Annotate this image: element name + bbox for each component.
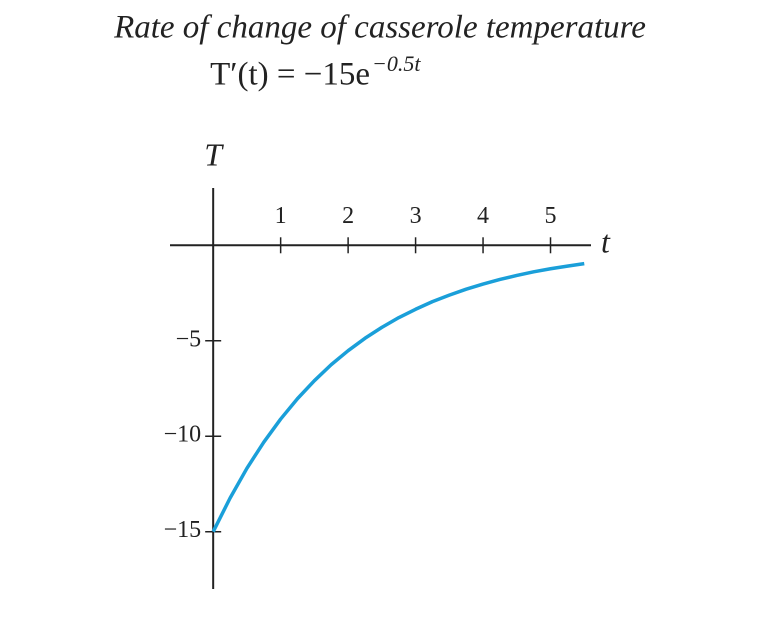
chart-title: Rate of change of casserole temperature (113, 10, 646, 46)
y-tick-label: −15 (164, 517, 202, 543)
x-axis-label: t (601, 224, 611, 260)
x-tick-label: 2 (342, 203, 354, 229)
x-tick-label: 4 (477, 203, 489, 229)
y-tick-label: −5 (176, 326, 202, 352)
chart-subtitle: T′(t) = −15e (210, 57, 370, 93)
x-tick-label: 3 (410, 203, 422, 229)
data-line (211, 261, 585, 533)
x-tick-label: 1 (275, 203, 287, 229)
subtitle-exponent: −0.5t (372, 51, 421, 76)
x-tick-label: 5 (545, 203, 557, 229)
y-tick-label: −10 (164, 422, 202, 448)
y-axis-label: T (204, 136, 224, 172)
